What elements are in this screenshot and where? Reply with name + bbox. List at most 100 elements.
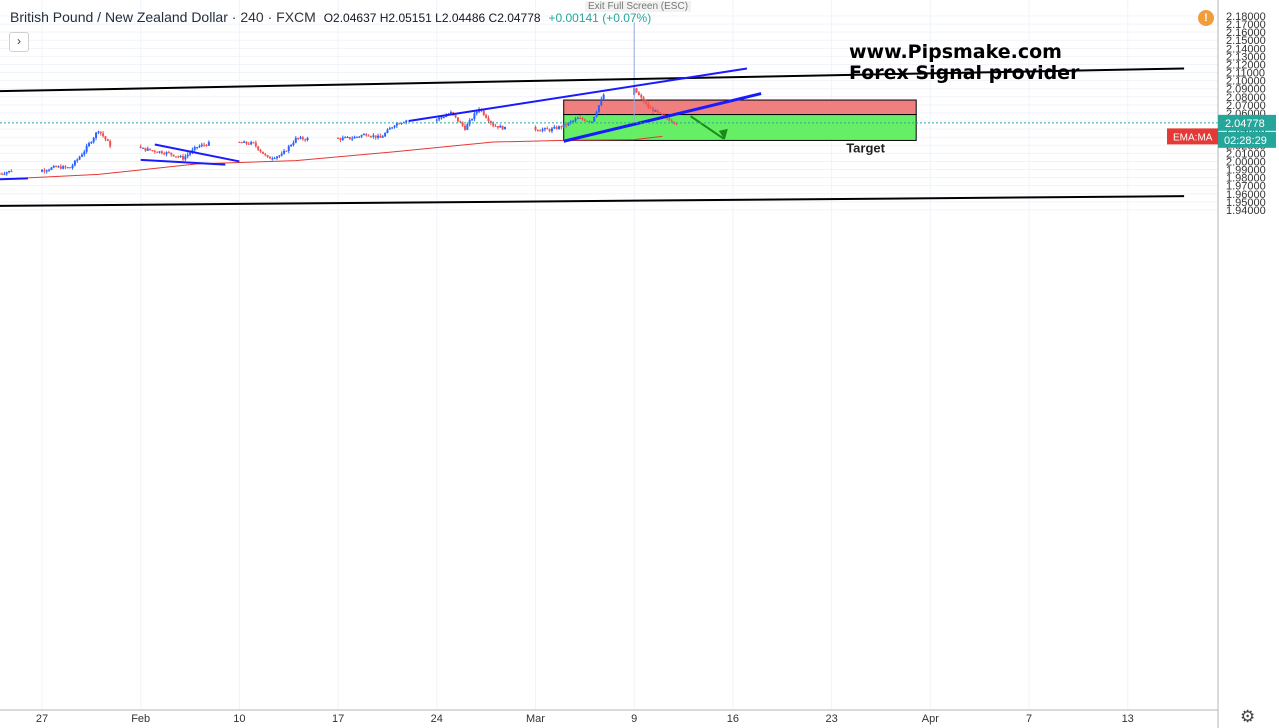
- candle-body: [365, 134, 368, 136]
- candle-body: [400, 122, 403, 124]
- candle-body: [276, 156, 278, 159]
- candle-body: [442, 116, 445, 118]
- y-tick-label: 2.18000: [1226, 11, 1266, 23]
- interval-label[interactable]: 240: [240, 9, 264, 25]
- candle-body: [170, 152, 173, 155]
- candle-body: [562, 124, 565, 128]
- y-tick-label: 1.97000: [1226, 181, 1266, 193]
- candle-body: [597, 105, 600, 112]
- candle-body: [656, 110, 659, 113]
- candle-body: [588, 121, 591, 123]
- y-tick-label: 2.08000: [1226, 92, 1266, 104]
- chevron-right-icon[interactable]: ›: [9, 32, 29, 52]
- exit-fullscreen-hint[interactable]: Exit Full Screen (ESC): [585, 1, 692, 12]
- candle-body: [144, 147, 147, 151]
- gear-icon[interactable]: ⚙: [1240, 707, 1256, 726]
- candle-body: [391, 127, 394, 129]
- last-price-badge: [1218, 114, 1276, 131]
- chart-header: British Pound / New Zealand Dollar · 240…: [10, 9, 651, 25]
- trade-zones: Target: [563, 99, 917, 155]
- y-tick-label: 2.11000: [1226, 68, 1265, 80]
- candle-body: [539, 130, 542, 132]
- candle-body: [649, 107, 652, 109]
- candle-body: [156, 151, 159, 153]
- candle-body: [283, 150, 286, 154]
- candle-body: [304, 139, 307, 141]
- candle-body: [264, 153, 267, 156]
- candle-body: [576, 118, 579, 120]
- x-tick-label: 10: [233, 713, 245, 725]
- candle-body: [393, 125, 396, 128]
- candle-body: [240, 142, 243, 144]
- candle-body: [207, 141, 210, 146]
- ema-badge: [1167, 128, 1218, 145]
- alert-icon[interactable]: !: [1198, 10, 1214, 26]
- candle-body: [5, 172, 8, 174]
- candle-body: [337, 138, 340, 140]
- candle-body: [644, 101, 647, 104]
- candle-body: [560, 126, 563, 128]
- candle-body: [339, 138, 342, 140]
- candle-body: [534, 126, 537, 131]
- y-tick-label: 2.00000: [1226, 156, 1266, 168]
- y-tick-label: 2.17000: [1226, 19, 1266, 31]
- candle-body: [186, 154, 189, 157]
- candle-body: [351, 138, 354, 140]
- y-tick-label: 1.98000: [1226, 173, 1266, 185]
- candle-body: [299, 137, 302, 139]
- candle-body: [675, 123, 678, 125]
- candle-body: [294, 137, 297, 143]
- candle-body: [642, 97, 645, 102]
- candle-body: [92, 137, 95, 142]
- candle-body: [398, 123, 401, 125]
- candle-body: [482, 110, 485, 116]
- candle-body: [468, 120, 471, 125]
- candle-body: [196, 147, 199, 149]
- candle-body: [182, 156, 184, 160]
- candle-body: [10, 170, 13, 172]
- candle-body: [3, 173, 6, 175]
- candle-body: [160, 151, 163, 154]
- candle-body: [306, 138, 309, 141]
- candle-body: [55, 166, 58, 168]
- stop-loss-zone: [563, 99, 917, 116]
- candle-body: [546, 128, 549, 130]
- candle-body: [165, 152, 168, 155]
- candle-body: [548, 129, 551, 132]
- candle-body: [673, 121, 676, 124]
- candle-body: [198, 146, 201, 148]
- candle-body: [550, 128, 553, 132]
- candle-body: [652, 108, 654, 112]
- x-tick-label: 27: [36, 713, 48, 725]
- header-separator: ·: [267, 9, 273, 25]
- candle-body: [388, 128, 391, 130]
- candle-body: [593, 116, 596, 122]
- candle-body: [579, 118, 582, 120]
- channel-upper-line: [0, 67, 1185, 93]
- candle-body: [543, 128, 546, 130]
- y-tick-label: 1.94000: [1226, 205, 1266, 217]
- symbol-name[interactable]: British Pound / New Zealand Dollar: [10, 9, 228, 25]
- candle-body: [250, 142, 253, 145]
- candle-body: [45, 170, 48, 172]
- candle-body: [64, 166, 67, 168]
- candle-body: [487, 117, 490, 122]
- candle-body: [174, 156, 177, 158]
- candle-body: [243, 141, 246, 143]
- y-tick-label: 2.07000: [1226, 100, 1266, 112]
- x-tick-label: Apr: [922, 713, 939, 725]
- candle-body: [381, 136, 384, 138]
- candle-body: [1, 173, 4, 175]
- x-tick-label: Feb: [131, 713, 150, 725]
- ema-line: [0, 135, 663, 180]
- candle-body: [344, 137, 347, 139]
- candle-body: [494, 125, 497, 127]
- drawings: [0, 67, 1218, 207]
- candle-body: [88, 143, 90, 146]
- candle-body: [280, 153, 283, 156]
- candle-body: [402, 122, 405, 124]
- candle-body: [353, 136, 356, 139]
- candle-body: [62, 166, 65, 169]
